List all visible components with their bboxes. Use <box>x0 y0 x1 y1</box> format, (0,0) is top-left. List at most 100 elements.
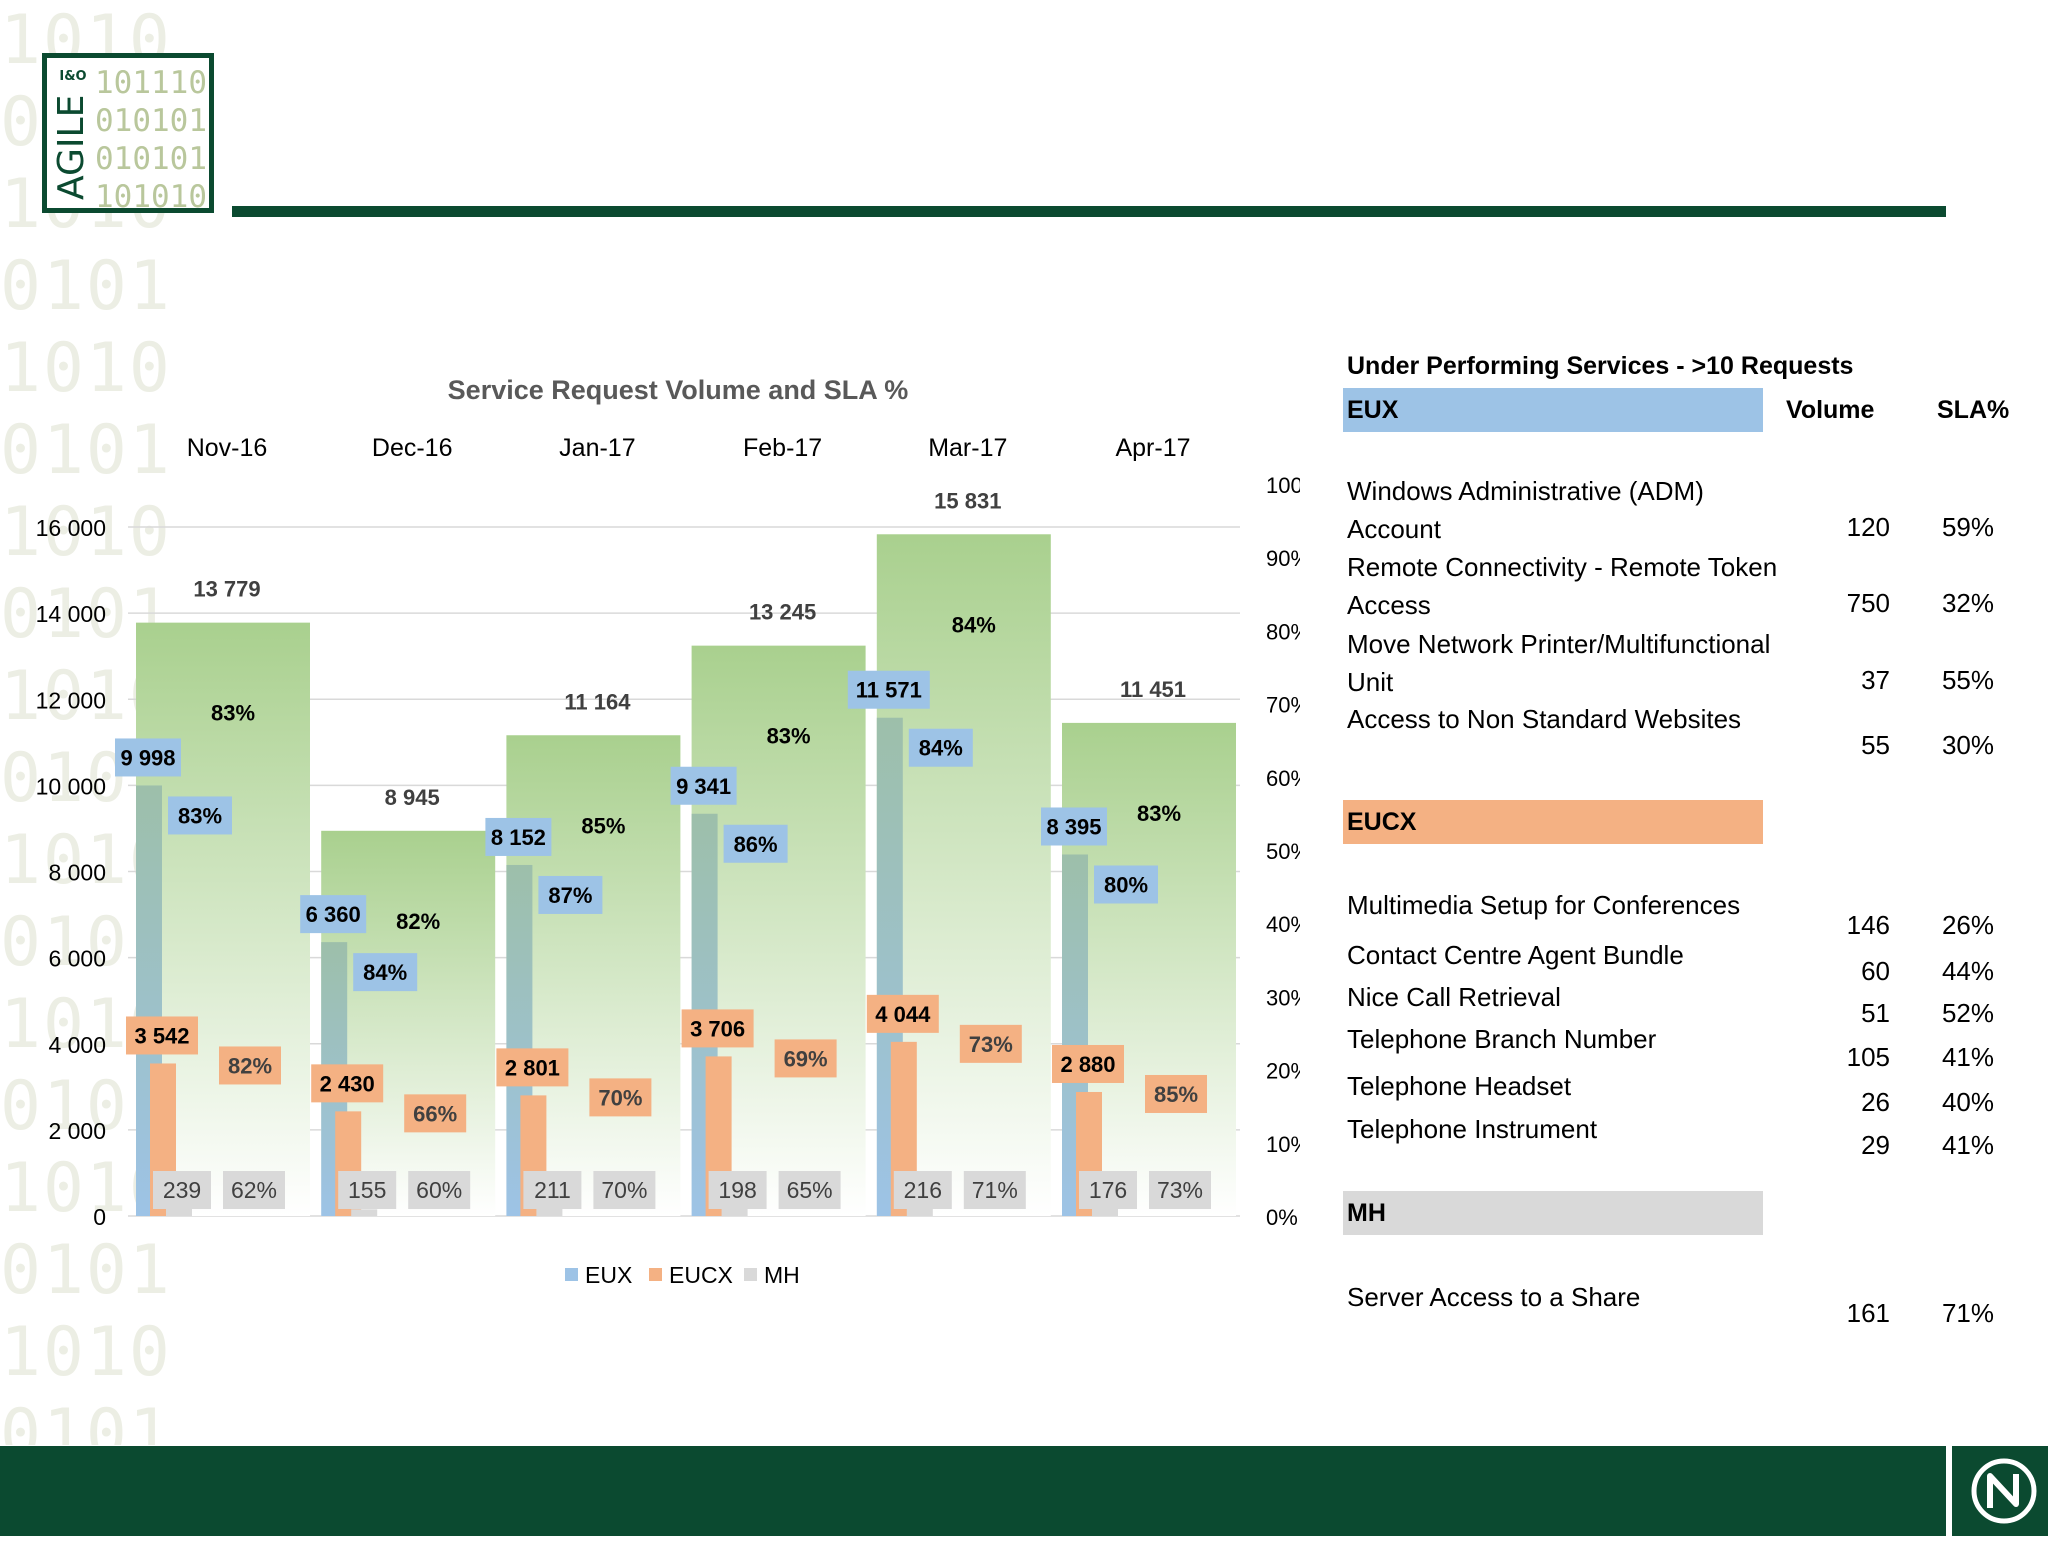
service-volume: 161 <box>1846 1298 1890 1328</box>
eux-sla-label-text: 84% <box>363 960 407 985</box>
mh-label-text: 198 <box>718 1177 756 1203</box>
eucx-sla-label-box <box>404 1094 467 1133</box>
total-sla-label-text: 85% <box>581 813 625 838</box>
y2-tick-label: 40% <box>1266 912 1300 937</box>
total-label-text: 8 945 <box>385 785 440 810</box>
service-name: Telephone Branch Number <box>1347 1024 1657 1054</box>
services-title: Under Performing Services - >10 Requests <box>1347 352 1854 380</box>
total-label-text: 11 451 <box>1120 677 1186 702</box>
mh-label-text: 211 <box>534 1177 571 1203</box>
total-sla-label: 82% <box>396 909 440 934</box>
eucx-label: 3 542 <box>126 1016 198 1055</box>
mh-label-box <box>338 1171 397 1209</box>
logo-text: AGILE <box>55 95 91 200</box>
service-sla: 41% <box>1941 1130 1994 1160</box>
mh-sla-label-box <box>963 1171 1026 1209</box>
y-tick-label: 14 000 <box>36 601 106 627</box>
service-sla: 59% <box>1941 512 1994 542</box>
mh-label-text: 155 <box>348 1177 386 1203</box>
mh-sla-label-text: 70% <box>601 1177 647 1203</box>
eucx-sla-label-text: 70% <box>598 1085 642 1110</box>
service-name: Move Network Printer/Multifunctional Uni… <box>1347 629 1771 697</box>
y-axis-right: 0% 10% 20% 30% 40% 50% 60% 70% 80% 90% 100% <box>1266 473 1300 1230</box>
category-label: Nov-16 <box>187 434 268 462</box>
mh-sla-label: 71% <box>963 1171 1026 1209</box>
eucx-sla-label: 69% <box>774 1039 837 1078</box>
mh-sla-label: 73% <box>1149 1171 1211 1209</box>
mh-bar <box>351 1209 378 1216</box>
total-sla-label-text: 83% <box>1137 801 1181 826</box>
eucx-sla-label: 66% <box>404 1094 467 1133</box>
total-label: 15 831 <box>934 488 1001 513</box>
eux-sla-label-box <box>168 796 232 835</box>
mh-sla-label: 70% <box>593 1171 656 1209</box>
mh-sla-label-text: 62% <box>231 1177 277 1203</box>
eux-sla-label: 86% <box>723 824 788 863</box>
category-label: Feb-17 <box>743 434 822 462</box>
service-name: Access to Non Standard Websites <box>1347 704 1742 734</box>
service-name: Server Access to a Share <box>1347 1282 1641 1312</box>
category-labels: Nov-16 Dec-16 Jan-17 Feb-17 Mar-17 Apr-17 <box>187 434 1191 462</box>
service-sla: 30% <box>1941 730 1994 760</box>
eucx-sla-label-box <box>589 1078 652 1117</box>
mh-label-text: 216 <box>904 1177 942 1203</box>
service-volume: 146 <box>1846 910 1890 940</box>
eux-label-text: 8 152 <box>491 825 546 850</box>
eucx-label-text: 2 430 <box>320 1071 375 1096</box>
total-label: 13 245 <box>749 600 816 625</box>
y-tick-label: 2 000 <box>48 1118 106 1144</box>
total-label-text: 13 779 <box>193 577 260 602</box>
total-label-text: 11 164 <box>564 689 631 714</box>
y-tick-label: 10 000 <box>36 773 106 799</box>
nedbank-logo-icon <box>1971 1458 2037 1524</box>
eucx-sla-label: 70% <box>589 1078 652 1117</box>
eux-sla-label-text: 80% <box>1104 872 1148 897</box>
y2-tick-label: 10% <box>1266 1132 1300 1157</box>
eux-sla-label-text: 87% <box>548 883 592 908</box>
eucx-label-box <box>866 994 939 1033</box>
total-label-text: 13 245 <box>749 600 816 625</box>
category-label: Mar-17 <box>928 434 1007 462</box>
mh-label-box <box>1079 1171 1137 1209</box>
eux-label-text: 9 341 <box>676 774 731 799</box>
eucx-label-text: 4 044 <box>875 1002 931 1027</box>
eucx-label-box <box>126 1016 198 1055</box>
legend-label-eucx: EUCX <box>669 1262 733 1288</box>
bar-marks <box>136 534 1236 1216</box>
eux-label-text: 8 395 <box>1046 814 1101 839</box>
mh-label: 198 <box>708 1171 767 1209</box>
service-volume: 29 <box>1861 1130 1890 1160</box>
legend-label-mh: MH <box>764 1262 800 1288</box>
mh-label: 239 <box>153 1171 211 1209</box>
eux-sla-label: 80% <box>1094 865 1158 904</box>
total-label-text: 15 831 <box>934 488 1001 513</box>
eux-label-text: 11 571 <box>856 678 922 703</box>
eux-label: 8 152 <box>485 817 552 856</box>
y-tick-label: 12 000 <box>36 687 106 713</box>
mh-label-box <box>523 1171 582 1209</box>
eucx-label-box <box>681 1009 754 1048</box>
eux-label: 9 998 <box>115 738 181 777</box>
mh-sla-label-box <box>223 1171 285 1209</box>
eux-sla-label: 84% <box>908 728 973 767</box>
eucx-label: 4 044 <box>866 994 939 1033</box>
eux-label-box <box>847 670 930 709</box>
eucx-sla-label: 73% <box>959 1024 1022 1063</box>
logo-bits: 101110 010101 010101 101010 <box>95 65 207 215</box>
mh-label: 211 <box>523 1171 582 1209</box>
eucx-label-box <box>496 1048 569 1087</box>
eux-sla-label-box <box>353 953 418 992</box>
service-sla: 44% <box>1941 956 1994 986</box>
service-sla: 55% <box>1941 665 1994 695</box>
y2-tick-label: 0% <box>1266 1205 1298 1230</box>
mh-sla-label-box <box>1149 1171 1211 1209</box>
eucx-label-text: 3 542 <box>134 1023 189 1048</box>
y2-tick-label: 70% <box>1266 693 1300 718</box>
service-volume: 37 <box>1861 665 1890 695</box>
mh-label: 176 <box>1079 1171 1137 1209</box>
eucx-label: 2 801 <box>496 1048 569 1087</box>
service-sla: 52% <box>1941 998 1994 1028</box>
header-rule <box>232 206 1946 217</box>
mh-sla-label-box <box>408 1171 471 1209</box>
service-request-chart: Service Request Volume and SLA % 0 2 000 4… <box>36 375 1300 1288</box>
